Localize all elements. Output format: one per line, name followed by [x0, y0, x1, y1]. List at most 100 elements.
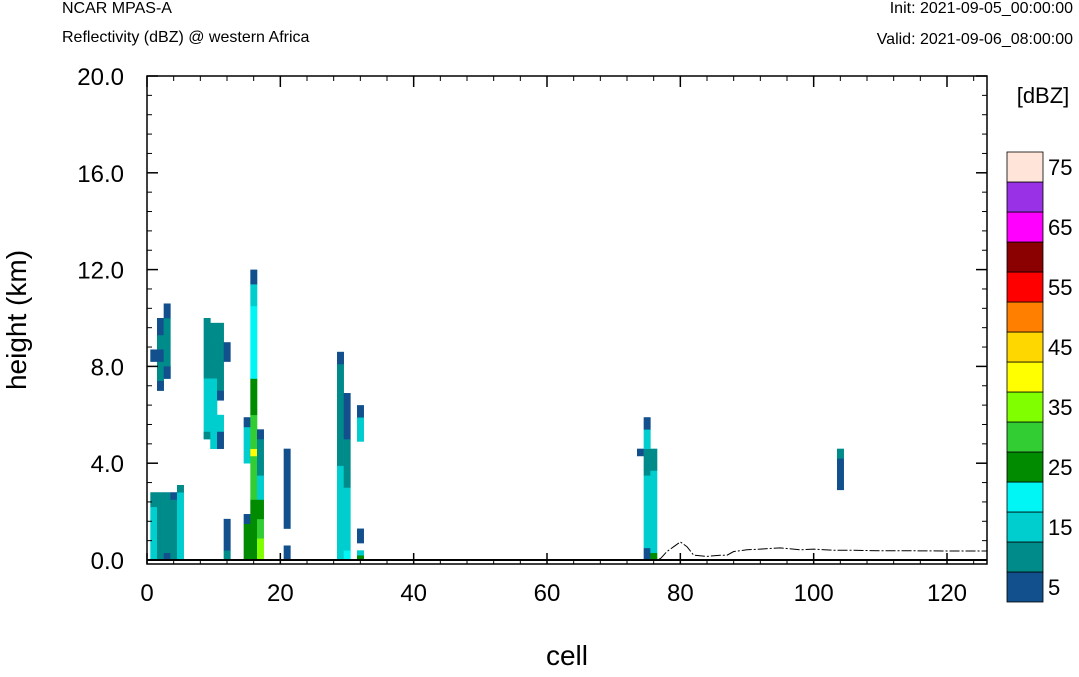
reflectivity-cell: [223, 342, 231, 362]
reflectivity-cell: [357, 555, 364, 561]
plot-frame: [146, 75, 988, 565]
reflectivity-cell: [283, 448, 291, 529]
y-tick-label: 20.0: [77, 64, 124, 91]
colorbar-tick-label: 55: [1048, 275, 1072, 300]
terrain-line: [147, 541, 987, 561]
x-axis-label: cell: [546, 640, 588, 671]
x-tick-label: 20: [267, 580, 294, 607]
colorbar-swatch: [1006, 541, 1044, 573]
colorbar-tick-label: 25: [1048, 455, 1072, 480]
colorbar-swatch: [1006, 271, 1044, 303]
reflectivity-cell: [650, 448, 658, 471]
colorbar-swatch: [1006, 451, 1044, 483]
reflectivity-cell: [250, 378, 258, 416]
reflectivity-cell: [217, 390, 224, 401]
reflectivity-cell: [217, 414, 224, 440]
reflectivity-cell: [163, 318, 171, 379]
reflectivity-cell: [243, 514, 251, 524]
axis-ticks: [146, 75, 987, 564]
reflectivity-cell: [357, 528, 364, 544]
reflectivity-cell: [250, 448, 258, 457]
reflectivity-cell: [163, 303, 171, 319]
reflectivity-cell: [203, 431, 211, 440]
x-tick-label: 120: [927, 580, 967, 607]
y-tick-label: 12.0: [77, 258, 124, 285]
reflectivity-cell: [163, 492, 171, 554]
reflectivity-cell: [177, 492, 184, 561]
colorbar-swatch: [1006, 421, 1044, 453]
reflectivity-cell: [357, 550, 364, 556]
y-axis-label: height (km): [1, 250, 32, 390]
colorbar-swatch: [1006, 331, 1044, 363]
reflectivity-cell: [337, 465, 344, 561]
reflectivity-cell: [210, 378, 218, 449]
colorbar: [1006, 151, 1044, 603]
reflectivity-cell: [343, 439, 351, 488]
x-tick-labels: 0 20 40 60 80 100 120: [140, 580, 967, 607]
reflectivity-cell: [157, 380, 164, 391]
x-tick-label: 0: [140, 580, 153, 607]
reflectivity-cell: [643, 429, 651, 449]
reflectivity-cell: [250, 499, 258, 561]
reflectivity-cell: [257, 429, 264, 440]
colorbar-swatch: [1006, 481, 1044, 513]
reflectivity-cell: [337, 351, 344, 365]
reflectivity-cell: [650, 523, 658, 554]
colorbar-swatch: [1006, 361, 1044, 393]
colorbar-units-label: [dBZ]: [1017, 83, 1070, 108]
reflectivity-cell: [217, 431, 224, 449]
colorbar-tick-label: 35: [1048, 395, 1072, 420]
reflectivity-cell: [217, 322, 224, 391]
colorbar-swatch: [1006, 301, 1044, 333]
reflectivity-cell: [837, 458, 844, 491]
y-tick-labels: 0.0 4.0 8.0 12.0 16.0 20.0: [77, 64, 124, 575]
reflectivity-cell: [837, 448, 844, 459]
colorbar-swatch: [1006, 511, 1044, 543]
colorbar-swatch: [1006, 571, 1044, 603]
reflectivity-cell: [343, 487, 351, 551]
init-time-label: Init: 2021-09-05_00:00:00: [889, 0, 1073, 17]
colorbar-tick-label: 15: [1048, 515, 1072, 540]
reflectivity-cells: [150, 269, 844, 561]
reflectivity-cell: [643, 475, 651, 549]
reflectivity-cell: [650, 552, 658, 561]
reflectivity-cell: [343, 393, 351, 440]
reflectivity-cell: [203, 378, 211, 440]
reflectivity-cell: [150, 501, 158, 508]
chart-field-subtitle: Reflectivity (dBZ) @ western Africa: [62, 29, 310, 46]
reflectivity-cell: [250, 284, 258, 307]
reflectivity-cell: [257, 499, 264, 520]
reflectivity-cell: [157, 318, 164, 336]
reflectivity-cell: [223, 550, 231, 561]
reflectivity-cell: [150, 492, 158, 503]
y-tick-label: 16.0: [77, 161, 124, 188]
x-tick-label: 80: [667, 580, 694, 607]
reflectivity-cell: [170, 492, 178, 500]
reflectivity-cell: [337, 351, 344, 466]
reflectivity-cell: [150, 506, 158, 561]
colorbar-swatch: [1006, 211, 1044, 243]
reflectivity-cell: [250, 269, 258, 285]
reflectivity-cell: [257, 475, 264, 500]
reflectivity-cell: [283, 545, 291, 561]
colorbar-swatch: [1006, 241, 1044, 273]
reflectivity-cell: [637, 448, 644, 457]
reflectivity-cell: [243, 426, 251, 464]
reflectivity-cell: [650, 470, 658, 524]
reflectivity-cell: [257, 538, 264, 561]
reflectivity-cell: [177, 484, 184, 493]
reflectivity-cell: [357, 405, 364, 418]
x-tick-label: 40: [400, 580, 427, 607]
reflectivity-cell: [357, 417, 364, 442]
reflectivity-cell: [163, 552, 171, 561]
colorbar-swatch: [1006, 151, 1044, 183]
reflectivity-cell: [203, 318, 211, 379]
colorbar-tick-label: 65: [1048, 215, 1072, 240]
reflectivity-cell: [250, 414, 258, 449]
y-tick-label: 0.0: [91, 548, 124, 575]
reflectivity-cell: [257, 431, 264, 476]
colorbar-tick-label: 45: [1048, 335, 1072, 360]
reflectivity-cell: [157, 349, 164, 362]
reflectivity-cell: [243, 417, 251, 428]
